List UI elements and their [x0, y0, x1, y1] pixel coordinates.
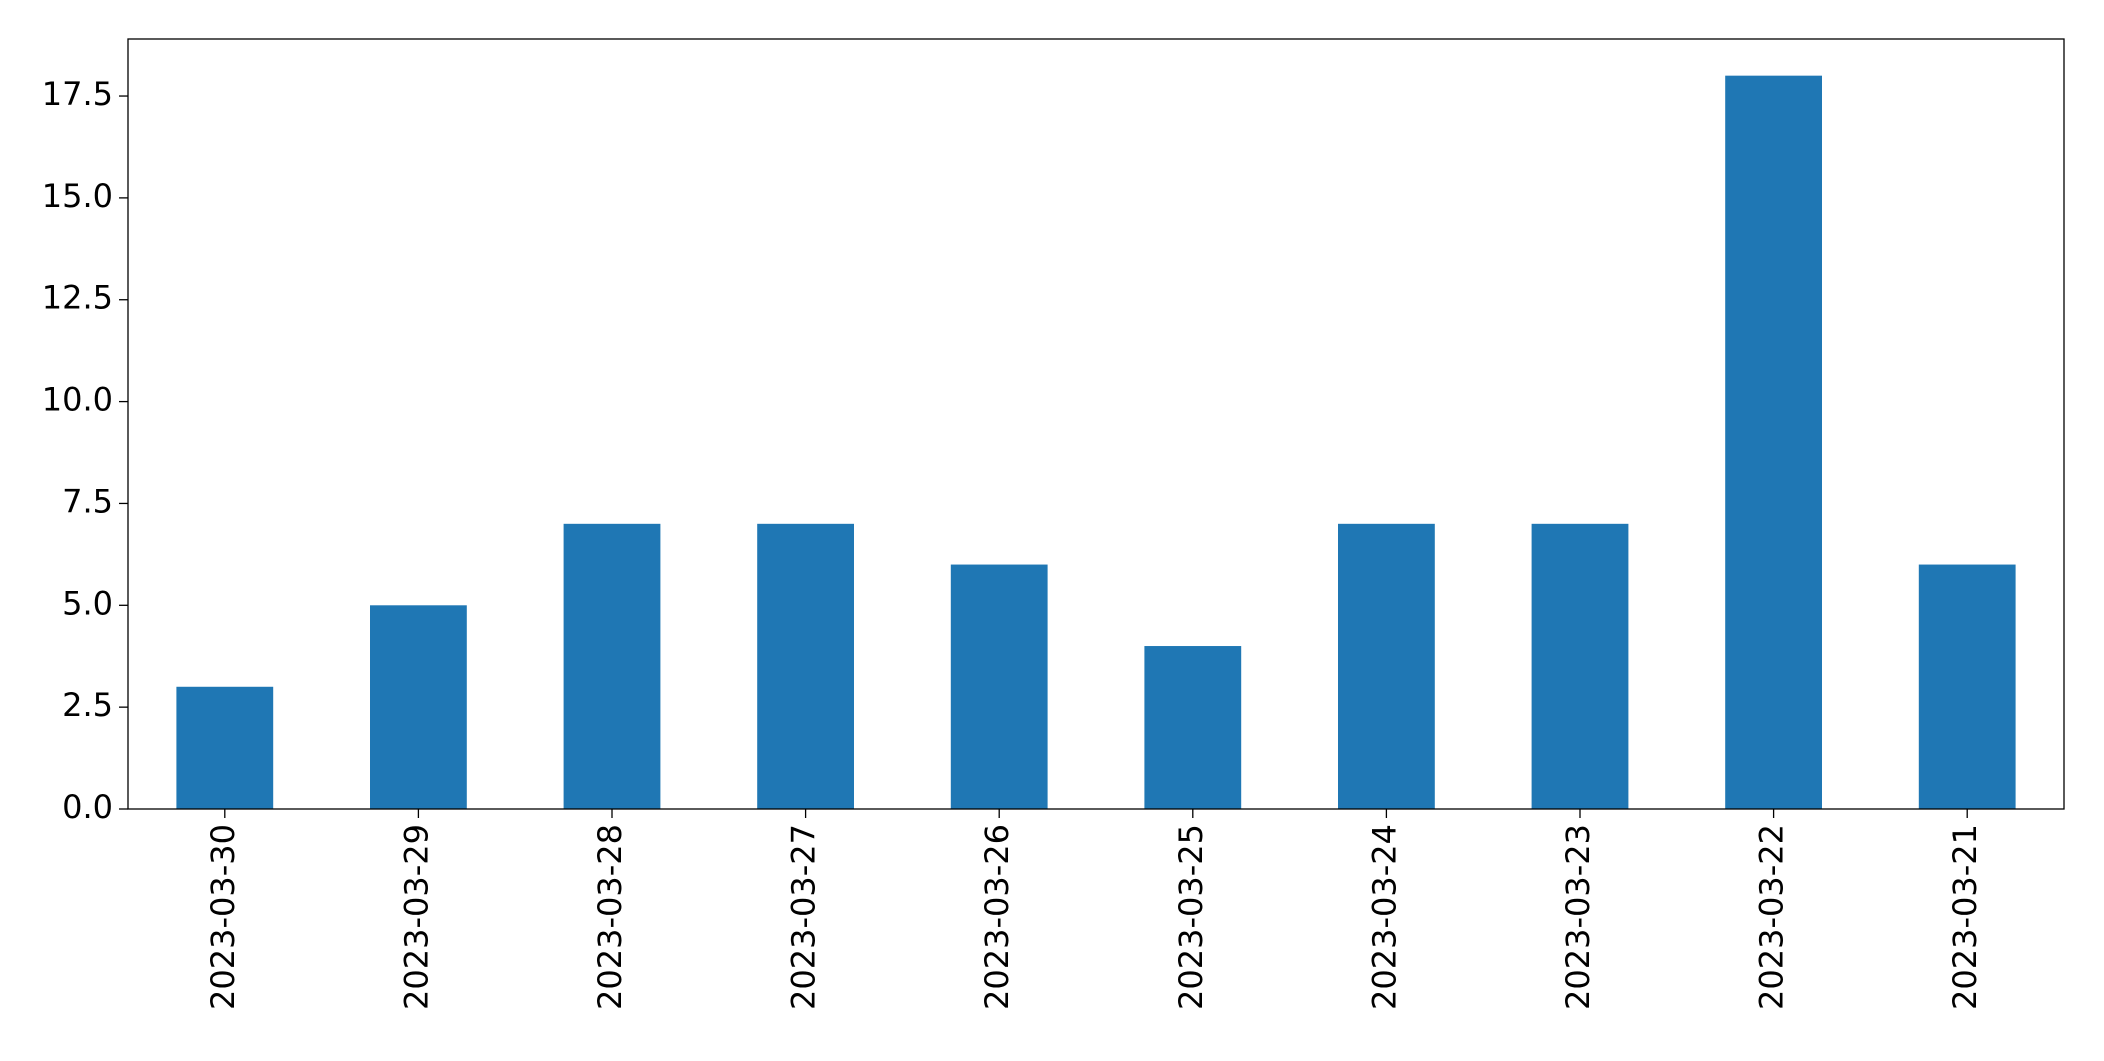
x-tick-label: 2023-03-26 [978, 824, 1016, 1010]
bar [1725, 75, 1822, 809]
y-tick-label: 5.0 [62, 584, 113, 622]
bar [563, 523, 661, 809]
y-tick-label: 0.0 [62, 788, 113, 826]
y-tick-label: 17.5 [42, 75, 113, 113]
bar [1338, 523, 1435, 809]
y-tick-label: 2.5 [62, 686, 113, 724]
y-tick-label: 10.0 [42, 381, 113, 419]
x-tick-label: 2023-03-30 [204, 824, 242, 1010]
bar [370, 605, 467, 809]
x-tick-label: 2023-03-28 [591, 824, 629, 1010]
bar [176, 686, 274, 809]
x-tick-label: 2023-03-23 [1559, 824, 1597, 1010]
x-tick-label: 2023-03-25 [1172, 824, 1210, 1010]
x-tick-label: 2023-03-29 [397, 824, 435, 1010]
x-tick-label: 2023-03-22 [1753, 824, 1791, 1010]
x-tick-label: 2023-03-21 [1946, 824, 1984, 1010]
x-tick-label: 2023-03-24 [1365, 824, 1403, 1010]
bar [1144, 646, 1242, 809]
bar [950, 564, 1048, 809]
bar [1918, 564, 2016, 809]
y-tick-label: 12.5 [42, 279, 113, 317]
y-tick-label: 7.5 [62, 482, 113, 520]
x-tick-label: 2023-03-27 [785, 824, 823, 1010]
plot-frame [127, 38, 2065, 810]
bar [1531, 523, 1629, 809]
y-tick-label: 15.0 [42, 177, 113, 215]
bar [757, 523, 854, 809]
